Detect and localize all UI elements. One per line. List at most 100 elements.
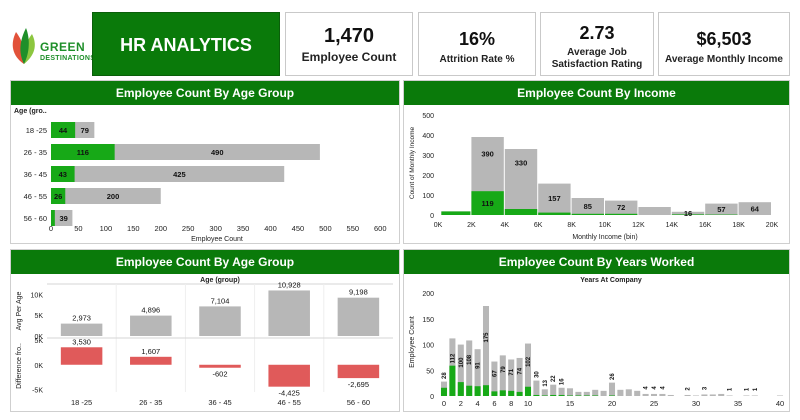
data-label: 91 — [476, 362, 482, 369]
data-label: 72 — [617, 203, 625, 212]
bar-yes — [482, 385, 490, 396]
panel-age-difference: Employee Count By Age Group Age (group) A… — [10, 249, 400, 412]
bar-no — [726, 395, 733, 396]
x-tick-label: 300 — [209, 224, 222, 233]
data-label: 9,198 — [349, 288, 368, 297]
x-tick-label: 500 — [319, 224, 332, 233]
x-tick-label: 4K — [501, 222, 510, 229]
y-tick-label: 0 — [430, 394, 434, 401]
logo-line1: GREEN — [40, 40, 86, 54]
y-tick-label: 200 — [422, 291, 434, 298]
kpi-value: $6,503 — [696, 29, 752, 49]
bar-yes — [491, 391, 498, 396]
category-label: 36 - 45 — [24, 170, 47, 179]
bar-yes — [441, 211, 471, 215]
bar-no — [625, 389, 632, 396]
category-label: 26 - 35 — [24, 148, 47, 157]
data-label: 26 — [610, 373, 616, 380]
x-tick-label: 16K — [699, 222, 712, 229]
category-label: 18 -25 — [71, 398, 92, 407]
bar-difference — [130, 356, 172, 365]
bar-yes — [449, 365, 456, 396]
data-label: 116 — [77, 148, 89, 157]
kpi-employee-count: 1,470 Employee Count — [285, 12, 413, 76]
bar-yes — [51, 166, 75, 182]
bar-no — [524, 343, 532, 396]
panel-age-group: Employee Count By Age Group Age (gro.. 0 5… — [10, 80, 400, 244]
bar-no — [571, 198, 604, 215]
data-label: 100 — [459, 357, 465, 368]
data-label: 26 — [54, 192, 62, 201]
data-label: 1,607 — [141, 347, 160, 356]
x-tick-label: 35 — [734, 399, 742, 408]
dashboard-title-text: HR ANALYTICS — [120, 35, 252, 55]
bar-yes — [466, 385, 473, 396]
data-label: 64 — [751, 205, 760, 214]
panel-title: Employee Count By Income — [404, 81, 789, 105]
x-tick-label: 2 — [459, 399, 463, 408]
bar-no — [605, 200, 638, 215]
kpi-attrition-rate: 16% Attrition Rate % — [418, 12, 536, 76]
y-tick-label: 100 — [422, 343, 434, 350]
bar-yes — [51, 188, 66, 204]
x-tick-label: 12K — [632, 222, 645, 229]
category-label: 56 - 60 — [347, 398, 370, 407]
y-tick-label: 0K — [34, 334, 43, 341]
x-tick-label: 350 — [237, 224, 250, 233]
bar-yes — [558, 394, 565, 396]
bar-avg — [60, 323, 103, 336]
bar-no — [638, 207, 671, 215]
data-label: 79 — [81, 126, 89, 135]
chart-age-difference: Age (group)Avg Per Age 10K5K0K2,9734,8967… — [16, 277, 393, 407]
bar-no — [608, 382, 616, 396]
data-label: -602 — [212, 370, 227, 379]
bar-yes — [524, 386, 532, 396]
kpi-job-satisfaction: 2.73 Average Job Satisfaction Rating — [540, 12, 654, 76]
y-axis-label: Avg Per Age — [16, 292, 23, 331]
x-tick-label: 2K — [467, 222, 476, 229]
column-header: Years At Company — [580, 277, 642, 284]
data-label: 79 — [501, 366, 507, 373]
bar-no — [575, 391, 582, 396]
bar-no — [504, 149, 538, 215]
category-label: 36 - 45 — [208, 398, 231, 407]
x-tick-label: 15 — [566, 399, 574, 408]
x-tick-label: 100 — [100, 224, 113, 233]
bar-yes — [608, 395, 616, 396]
kpi-value: 16% — [458, 29, 496, 49]
data-label: 43 — [59, 170, 67, 179]
data-label: 74 — [518, 367, 524, 374]
bar-no — [51, 166, 285, 182]
chart-income: Count of Monthly Income 0 100 200 300 400 500 0… — [409, 113, 779, 241]
x-tick-label: 40 — [776, 399, 784, 408]
bar-no — [541, 389, 548, 396]
bar-no — [738, 202, 771, 215]
x-tick-label: 150 — [127, 224, 140, 233]
y-tick-label: 300 — [422, 153, 434, 160]
y-tick-label: 50 — [426, 368, 434, 375]
data-label: 85 — [584, 202, 592, 211]
bar-yes — [51, 122, 76, 138]
bar-yes — [508, 390, 515, 396]
y-tick-label: -5K — [32, 388, 43, 395]
leaf-icon — [12, 28, 35, 64]
bar-avg — [337, 297, 380, 336]
x-axis-label: Employee Count — [191, 236, 243, 243]
bar-yes — [474, 386, 481, 396]
y-tick-label: 200 — [422, 173, 434, 180]
bar-no — [499, 355, 506, 396]
bar-no — [709, 394, 716, 396]
x-tick-label: 25 — [650, 399, 658, 408]
bar-yes — [51, 210, 55, 226]
panel-years-worked: Employee Count By Years Worked Years At … — [403, 249, 790, 412]
data-label: 16 — [684, 209, 692, 218]
data-label: 1 — [744, 387, 750, 391]
data-label: 425 — [173, 170, 186, 179]
x-tick-label: 200 — [154, 224, 167, 233]
bar-yes — [504, 209, 538, 215]
category-label: 46 - 55 — [24, 192, 47, 201]
data-label: 4 — [644, 386, 650, 390]
column-header: Age (group) — [200, 277, 240, 284]
x-tick-label: 50 — [74, 224, 82, 233]
